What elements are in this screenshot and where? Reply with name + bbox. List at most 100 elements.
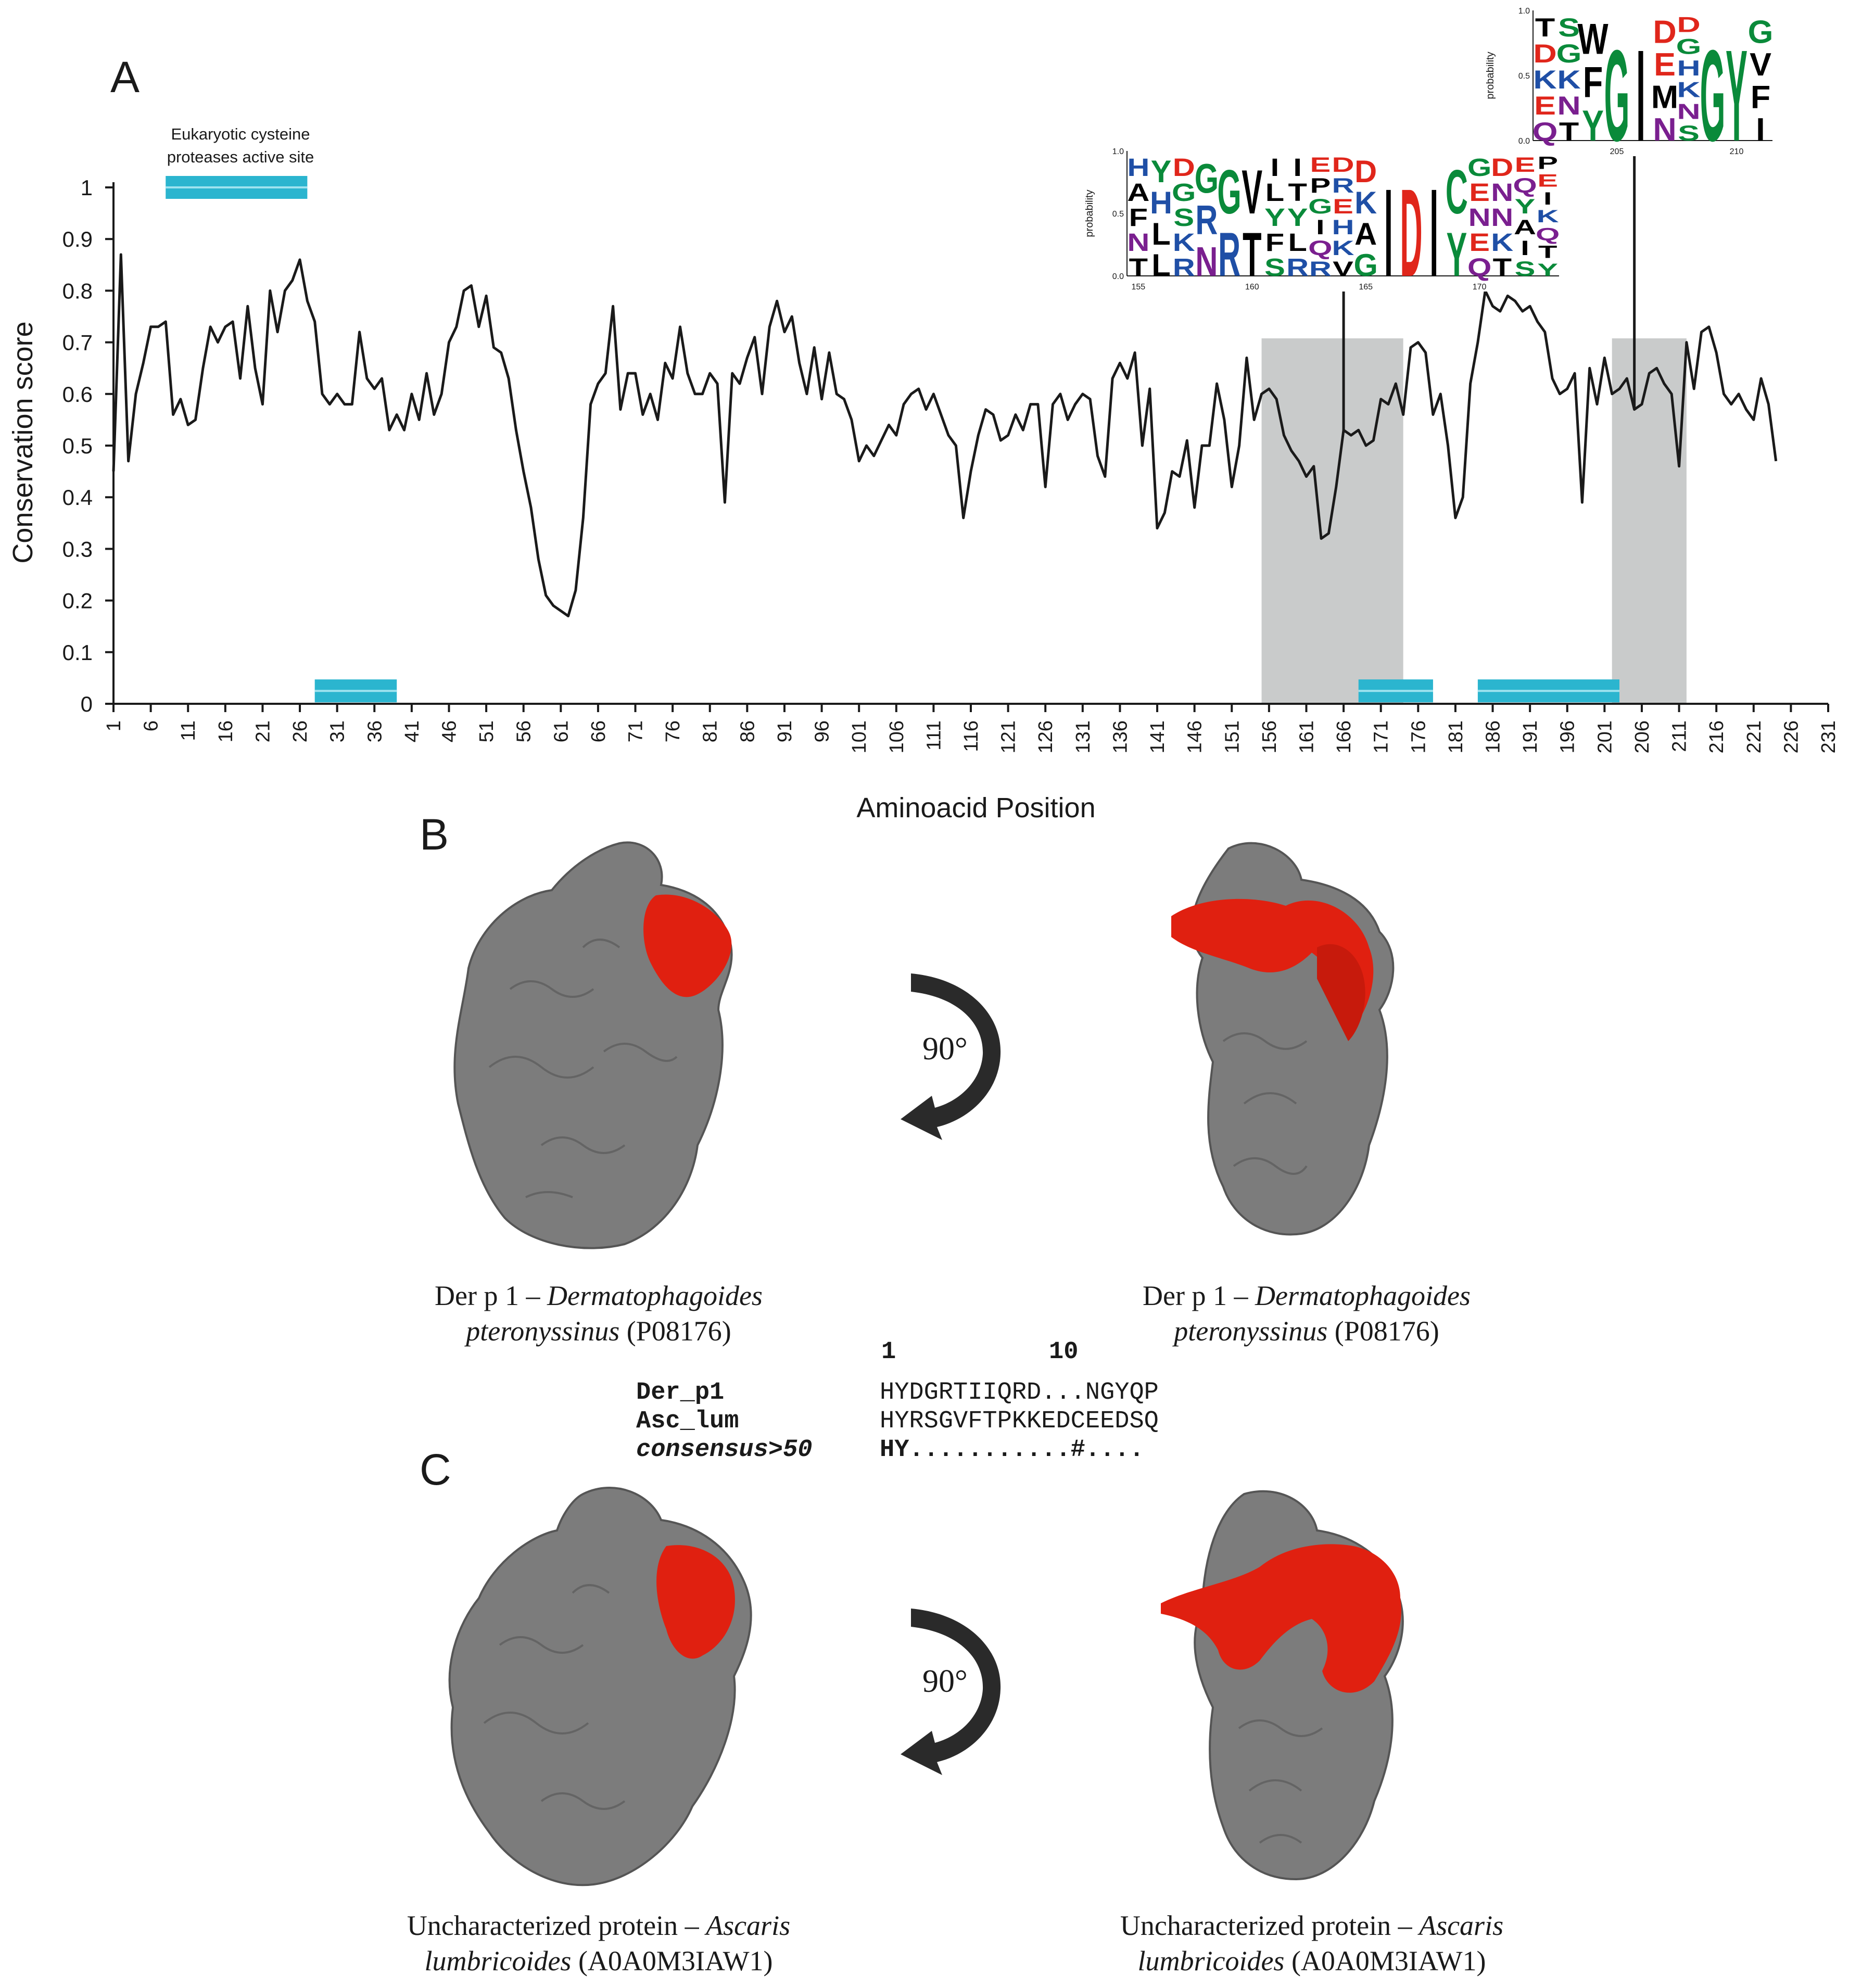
- logo-letter: K: [1354, 185, 1377, 220]
- logo-letter: G: [1354, 248, 1378, 283]
- panel-label-a: A: [110, 53, 140, 102]
- y-tick-label: 0.5: [62, 434, 93, 458]
- x-tick-label: 66: [588, 720, 610, 742]
- logo-letter: H: [1150, 185, 1172, 220]
- alignment-seq-2: HYRSGVFTPKKEDCEEDSQ: [880, 1408, 1159, 1435]
- x-tick-label: 151: [1221, 720, 1243, 753]
- logo-letter: G: [1556, 40, 1582, 69]
- x-tick-label: 36: [364, 720, 386, 742]
- conservation-chart: 00.10.20.30.40.50.60.70.80.911 6 11 16 21 26 3…: [7, 125, 1840, 824]
- logo-letter: R: [1286, 254, 1309, 281]
- logo-letter: L: [1151, 217, 1170, 251]
- logo-letter: N: [1491, 204, 1513, 231]
- logo-letter: V: [1242, 157, 1262, 227]
- logo-letter: N: [1557, 92, 1580, 121]
- x-tick-label: 46: [438, 720, 460, 742]
- logo-letter: E: [1469, 229, 1490, 256]
- logo-letter: G: [1217, 157, 1241, 227]
- x-tick-label: 81: [700, 720, 721, 742]
- logo-letter: N: [1468, 204, 1491, 231]
- structure-der-p1-rotated: [1171, 842, 1395, 1236]
- logo-x-tick: 160: [1245, 283, 1259, 292]
- logo-letter: H: [1332, 216, 1354, 239]
- x-tick-label: 126: [1035, 720, 1057, 753]
- logo-letter: S: [1264, 254, 1285, 281]
- highlight-region-1: [1612, 338, 1687, 704]
- logo-letter: G: [1195, 155, 1219, 201]
- logo-letter: I: [1756, 111, 1765, 148]
- x-tick-label: 131: [1072, 720, 1094, 753]
- alignment-name-3: consensus>50: [636, 1436, 813, 1464]
- logo-letter: C: [1446, 157, 1468, 227]
- logo-letter: I: [1316, 216, 1325, 239]
- caption-b-left: Der p 1 – Dermatophagoides pteronyssinus…: [435, 1280, 763, 1347]
- x-tick-label: 1: [103, 720, 125, 731]
- logo-letter: G: [1308, 195, 1332, 218]
- logo-letter: K: [1332, 236, 1354, 260]
- x-tick-label: 201: [1594, 720, 1616, 753]
- logo-letter: I: [1636, 23, 1645, 156]
- logo-y-tick: 0.0: [1518, 137, 1530, 146]
- alignment-seq-3: HY...........#....: [880, 1436, 1144, 1464]
- logo-letter: N: [1677, 100, 1700, 124]
- logo-letter: Q: [1533, 118, 1558, 147]
- x-tick-label: 171: [1371, 720, 1392, 753]
- logo-y-tick: 1.0: [1112, 147, 1124, 156]
- logo-letter: L: [1288, 229, 1307, 256]
- alignment-name-2: Asc_lum: [636, 1408, 739, 1435]
- x-tick-label: 71: [625, 720, 647, 742]
- logo-letter: K: [1491, 229, 1513, 256]
- structure-der-p1-front: [453, 841, 733, 1249]
- x-tick-label: 121: [998, 720, 1020, 753]
- y-tick-label: 0.9: [62, 227, 93, 251]
- logo-letter: E: [1537, 171, 1558, 191]
- logo-y-label: probability: [1486, 52, 1496, 99]
- x-tick-label: 111: [923, 720, 945, 751]
- logo-letter: D: [1400, 164, 1423, 292]
- x-tick-label: 101: [848, 720, 870, 753]
- logo-letter: F: [1265, 229, 1284, 256]
- x-tick-label: 216: [1706, 720, 1728, 753]
- logo-letter: I: [1384, 164, 1393, 292]
- y-tick-label: 0: [81, 692, 93, 716]
- logo-letter: T: [1129, 254, 1148, 281]
- y-tick-label: 0.3: [62, 537, 93, 561]
- y-tick-label: 0.8: [62, 278, 93, 303]
- caption-c-right: Uncharacterized protein – Ascaris lumbri…: [1120, 1910, 1504, 1977]
- x-tick-label: 56: [513, 720, 535, 742]
- logo-letter: I: [1429, 164, 1438, 292]
- x-tick-label: 26: [289, 720, 311, 742]
- y-tick-label: 0.2: [62, 589, 93, 613]
- logo-y-tick: 0.5: [1518, 72, 1530, 81]
- x-tick-label: 76: [662, 720, 684, 742]
- epitope-region: [1317, 944, 1365, 1041]
- logo-letter: Q: [1513, 174, 1537, 197]
- x-tick-label: 146: [1184, 720, 1206, 753]
- logo-letter: N: [1195, 238, 1218, 285]
- active-site-bar-2: [1358, 679, 1433, 703]
- logo-letter: S: [1558, 14, 1580, 43]
- alignment-ruler-10: 10: [1049, 1338, 1079, 1366]
- logo-letter: Y: [1287, 204, 1308, 231]
- x-tick-label: 181: [1445, 720, 1467, 753]
- x-tick-label: 116: [960, 720, 982, 752]
- logo-letter: F: [1751, 79, 1770, 116]
- logo-letter: N: [1127, 229, 1149, 256]
- logo-letter: D: [1653, 14, 1676, 50]
- conservation-line: [112, 253, 1778, 617]
- logo-letter: N: [1491, 179, 1513, 206]
- alignment-name-1: Der_p1: [636, 1379, 725, 1407]
- logo-letter: Q: [1308, 236, 1332, 260]
- caption-c-left: Uncharacterized protein – Ascaris lumbri…: [407, 1910, 791, 1977]
- x-tick-label: 6: [141, 720, 162, 731]
- logo-letter: S: [1515, 257, 1536, 281]
- logo-letter: Q: [1536, 224, 1560, 244]
- logo-letter: K: [1537, 207, 1559, 226]
- x-tick-label: 156: [1259, 720, 1281, 753]
- logo-letter: H: [1677, 56, 1700, 80]
- logo-x-tick: 205: [1610, 147, 1624, 156]
- logo-letter: D: [1677, 13, 1700, 37]
- rotation-arrow-b: [901, 973, 1001, 1140]
- logo-letter: K: [1557, 66, 1580, 95]
- logo-letter: Y: [1447, 220, 1467, 289]
